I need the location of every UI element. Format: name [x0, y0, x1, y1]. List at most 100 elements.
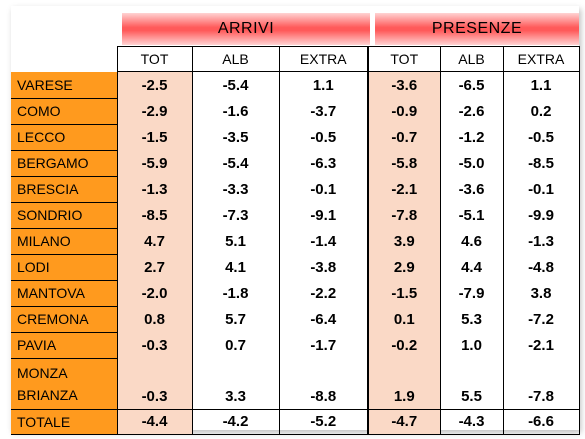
row-label: SONDRIO — [11, 202, 118, 229]
value-cell: -2.5 — [116, 71, 192, 98]
table-row: SONDRIO -8.5 -7.3 -9.1 -7.8 -5.1 -9.9 — [11, 202, 580, 229]
value-cell: 3.3 — [191, 358, 279, 409]
value-cell: 1.1 — [502, 71, 580, 98]
value-cell: -1.2 — [439, 124, 503, 150]
value-cell: -5.8 — [367, 150, 440, 176]
column-header-row: TOT ALB EXTRA TOT ALB EXTRA — [11, 46, 580, 72]
value-cell: -5.1 — [439, 202, 503, 228]
stats-table-container: ARRIVI PRESENZE TOT ALB EXTRA TOT ALB EX… — [11, 6, 580, 435]
value-cell: 0.7 — [191, 332, 279, 358]
col-header-presenze-alb: ALB — [439, 46, 503, 72]
table-row: PAVIA -0.3 0.7 -1.7 -0.2 1.0 -2.1 — [11, 332, 580, 359]
row-label: BERGAMO — [11, 150, 118, 177]
table-row: MANTOVA -2.0 -1.8 -2.2 -1.5 -7.9 3.8 — [11, 280, 580, 307]
value-cell: -3.7 — [278, 98, 368, 124]
value-cell: 4.7 — [116, 228, 192, 254]
value-cell: -8.5 — [502, 150, 580, 176]
value-cell: -3.3 — [191, 176, 279, 202]
value-cell: -2.2 — [278, 280, 368, 306]
value-cell: 4.6 — [439, 228, 503, 254]
value-cell: -2.1 — [502, 332, 580, 358]
value-cell: -3.5 — [191, 124, 279, 150]
value-cell: -5.4 — [191, 150, 279, 176]
value-cell: 0.8 — [116, 306, 192, 332]
value-cell: -8.5 — [116, 202, 192, 228]
value-cell: -2.9 — [116, 98, 192, 124]
value-cell: 0.1 — [367, 306, 440, 332]
value-cell: -6.3 — [278, 150, 368, 176]
value-cell: -1.6 — [191, 98, 279, 124]
value-cell: -4.3 — [439, 408, 503, 435]
value-cell: -7.8 — [367, 202, 440, 228]
value-cell: -1.3 — [502, 228, 580, 254]
value-cell: -5.2 — [278, 408, 368, 435]
table-row: MILANO 4.7 5.1 -1.4 3.9 4.6 -1.3 — [11, 228, 580, 255]
value-cell: -7.3 — [191, 202, 279, 228]
value-cell: 4.1 — [191, 254, 279, 280]
value-cell: -3.6 — [439, 176, 503, 202]
value-cell: -0.5 — [278, 124, 368, 150]
value-cell: -5.9 — [116, 150, 192, 176]
row-label: MILANO — [11, 228, 118, 255]
value-cell: -2.0 — [116, 280, 192, 306]
value-cell: -7.8 — [502, 358, 580, 409]
value-cell: -5.4 — [191, 71, 279, 98]
value-cell: 2.9 — [367, 254, 440, 280]
table-row: MONZA BRIANZA -0.3 3.3 -8.8 1.9 5.5 -7.8 — [11, 358, 580, 410]
value-cell: -4.2 — [191, 408, 279, 435]
value-cell: -1.5 — [367, 280, 440, 306]
table-row: BERGAMO -5.9 -5.4 -6.3 -5.8 -5.0 -8.5 — [11, 150, 580, 177]
value-cell: 1.1 — [278, 71, 368, 98]
value-cell: -0.9 — [367, 98, 440, 124]
value-cell: -4.4 — [116, 408, 192, 435]
row-label: MANTOVA — [11, 280, 118, 307]
value-cell: -6.5 — [439, 71, 503, 98]
value-cell: 5.1 — [191, 228, 279, 254]
value-cell: -3.8 — [278, 254, 368, 280]
value-cell: -0.7 — [367, 124, 440, 150]
value-cell: 5.7 — [191, 306, 279, 332]
value-cell: -9.1 — [278, 202, 368, 228]
value-cell: -2.1 — [367, 176, 440, 202]
row-label: CREMONA — [11, 306, 118, 333]
value-cell: 4.4 — [439, 254, 503, 280]
col-header-presenze-tot: TOT — [367, 46, 440, 72]
row-label-line: BRIANZA — [17, 386, 78, 403]
value-cell: -6.6 — [502, 408, 580, 435]
value-cell: -6.4 — [278, 306, 368, 332]
value-cell: 3.8 — [502, 280, 580, 306]
value-cell: -0.3 — [116, 332, 192, 358]
value-cell: -0.1 — [278, 176, 368, 202]
value-cell: 2.7 — [116, 254, 192, 280]
value-cell: -7.2 — [502, 306, 580, 332]
value-cell: 5.5 — [439, 358, 503, 409]
value-cell: 1.9 — [367, 358, 440, 409]
stats-table: TOT ALB EXTRA TOT ALB EXTRA VARESE -2.5 -5… — [11, 46, 580, 435]
row-label: LODI — [11, 254, 118, 281]
group-header-presenze: PRESENZE — [375, 13, 579, 45]
value-cell: -3.6 — [367, 71, 440, 98]
row-label-line: MONZA — [17, 364, 68, 381]
table-row: COMO -2.9 -1.6 -3.7 -0.9 -2.6 0.2 — [11, 98, 580, 125]
col-header-arrivi-extra: EXTRA — [278, 46, 368, 72]
value-cell: -4.8 — [502, 254, 580, 280]
value-cell: -1.8 — [191, 280, 279, 306]
table-row: CREMONA 0.8 5.7 -6.4 0.1 5.3 -7.2 — [11, 306, 580, 333]
value-cell: -1.5 — [116, 124, 192, 150]
corner-cell — [11, 46, 117, 72]
value-cell: -2.6 — [439, 98, 503, 124]
value-cell: -4.7 — [367, 408, 440, 435]
value-cell: -1.4 — [278, 228, 368, 254]
value-cell: 5.3 — [439, 306, 503, 332]
row-label: COMO — [11, 98, 118, 125]
row-label: MONZA BRIANZA — [11, 358, 118, 410]
value-cell: -0.2 — [367, 332, 440, 358]
value-cell: -0.3 — [116, 358, 192, 409]
col-header-presenze-extra: EXTRA — [502, 46, 580, 72]
table-row: LECCO -1.5 -3.5 -0.5 -0.7 -1.2 -0.5 — [11, 124, 580, 151]
total-row: TOTALE -4.4 -4.2 -5.2 -4.7 -4.3 -6.6 — [11, 408, 580, 435]
row-label: LECCO — [11, 124, 118, 151]
value-cell: 1.0 — [439, 332, 503, 358]
group-header-arrivi: ARRIVI — [122, 13, 370, 45]
value-cell: -8.8 — [278, 358, 368, 409]
